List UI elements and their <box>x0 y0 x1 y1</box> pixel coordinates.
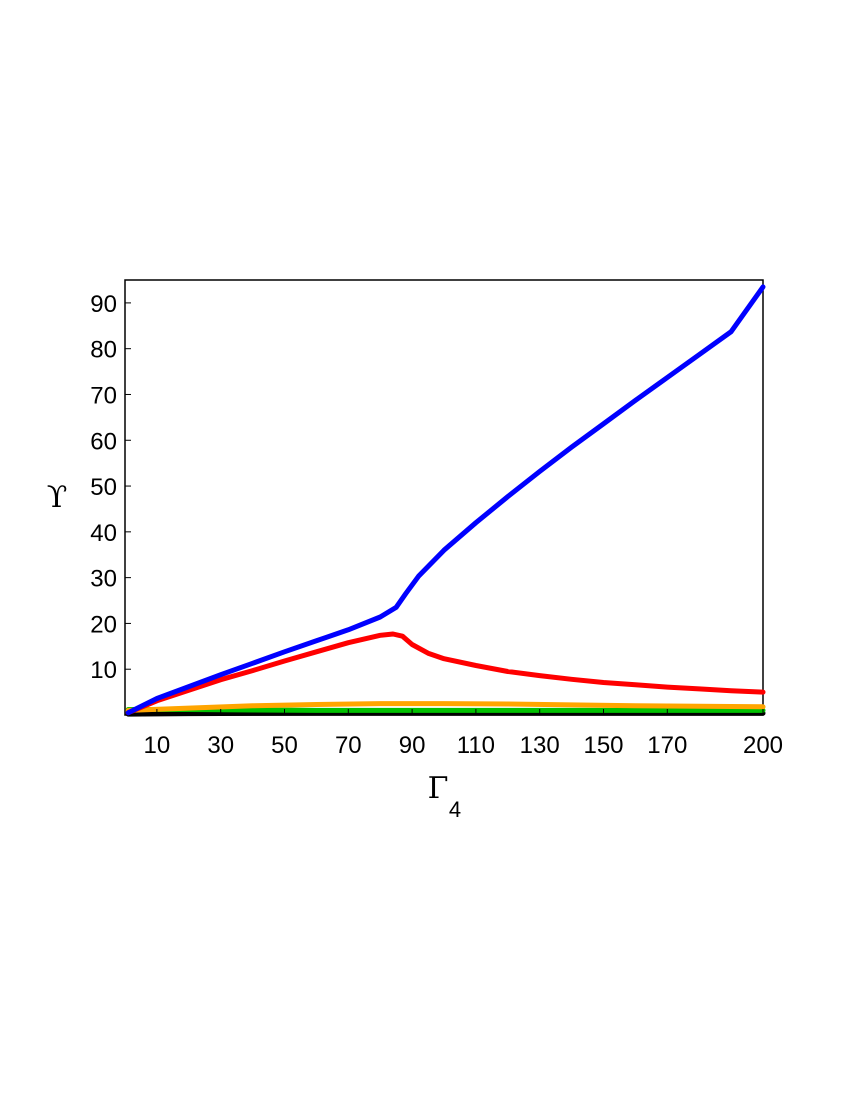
y-tick-label: 50 <box>90 474 117 501</box>
x-tick-label: 200 <box>743 732 783 759</box>
y-tick-label: 30 <box>90 566 117 593</box>
x-tick-label: 70 <box>335 732 362 759</box>
y-tick-label: 20 <box>90 611 117 638</box>
x-tick-label: 130 <box>520 732 560 759</box>
x-axis-label-subscript: 4 <box>449 797 461 822</box>
y-axis-label: ϒ <box>47 480 68 515</box>
series-line-3 <box>125 701 766 713</box>
x-tick-label: 10 <box>144 732 171 759</box>
y-tick-label: 40 <box>90 520 117 547</box>
y-tick-label: 80 <box>90 337 117 364</box>
y-tick-label: 10 <box>90 657 117 684</box>
x-tick-label: 50 <box>271 732 298 759</box>
x-tick-label: 110 <box>457 732 495 759</box>
x-tick-label: 150 <box>583 732 623 759</box>
y-tick-label: 60 <box>90 428 117 455</box>
y-axis-ticks: 10 20 30 40 50 60 70 80 90 <box>90 291 131 684</box>
x-axis-label-symbol: Γ <box>428 771 449 806</box>
plot-frame <box>124 279 764 716</box>
y-tick-label: 90 <box>90 291 117 318</box>
series-line-4 <box>125 707 766 713</box>
x-axis-ticks: 10 30 50 70 90 110 130 150 170 200 <box>144 709 783 759</box>
series-line-2 <box>125 631 766 716</box>
x-axis-label: Γ 4 <box>428 771 462 822</box>
series-line-5 <box>125 710 766 717</box>
x-tick-label: 170 <box>647 732 687 759</box>
x-tick-label: 30 <box>207 732 234 759</box>
y-tick-label: 70 <box>90 382 117 409</box>
x-tick-label: 90 <box>399 732 426 759</box>
series-layer <box>125 284 766 717</box>
series-line-1 <box>125 284 766 716</box>
